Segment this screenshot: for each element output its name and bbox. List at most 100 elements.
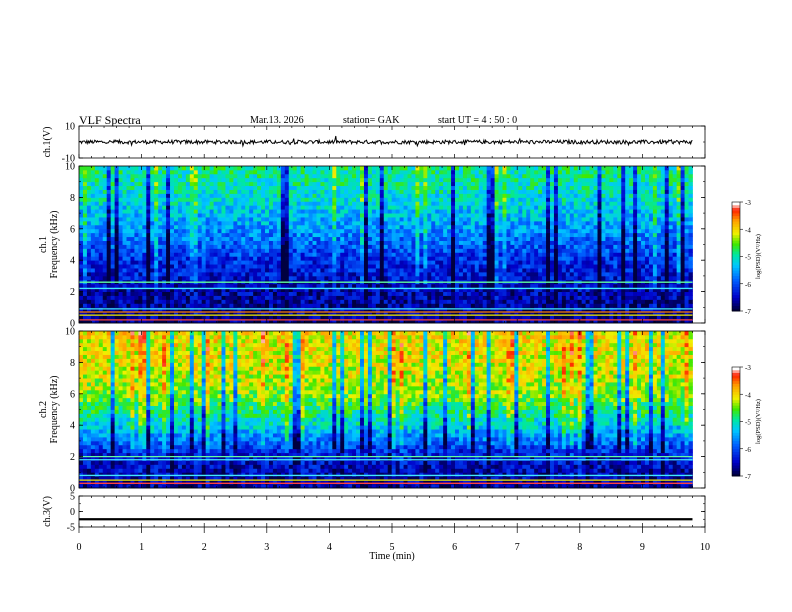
ch1-spectrogram-cell: [118, 209, 123, 214]
ch1-spectrogram-cell: [229, 268, 234, 273]
ch1-spectrogram-cell: [399, 240, 404, 245]
ch1-spectrogram-cell: [502, 209, 507, 214]
ch1-spectrogram-cell: [142, 315, 147, 320]
ch1-spectrogram-cell: [296, 315, 302, 320]
ch1-spectrogram-cell: [201, 252, 207, 257]
ch1-spectrogram-cell: [102, 283, 108, 289]
ch1-spectrogram-cell: [233, 315, 238, 320]
ch1-spectrogram-cell: [577, 205, 583, 210]
ch1-spectrogram-cell: [498, 275, 503, 281]
ch1-spectrogram-cell: [142, 303, 147, 308]
ch1-spectrogram-cell: [553, 295, 559, 300]
ch1-spectrogram-cell: [383, 201, 389, 206]
ch1-spectrogram-cell: [265, 264, 270, 269]
ch1-spectrogram-cell: [482, 283, 488, 289]
ch1-spectrogram-cell: [126, 244, 131, 249]
ch1-spectrogram-cell: [498, 220, 503, 226]
ch1-spectrogram-cell: [213, 287, 218, 293]
ch1-spectrogram-cell: [336, 311, 341, 316]
ch1-spectrogram-cell: [395, 287, 400, 293]
ch1-spectrogram-cell: [549, 260, 555, 265]
ch1-spectrogram-cell: [538, 303, 543, 308]
ch1-spectrogram-cell: [304, 217, 309, 222]
ch1-spectrogram-cell: [589, 264, 594, 269]
ch1-spectrogram-cell: [617, 248, 622, 253]
ch1-spectrogram-cell: [166, 319, 171, 324]
ch1-spectrogram-cell: [633, 268, 638, 273]
ch1-spectrogram-cell: [272, 291, 278, 296]
ch1-spectrogram-cell: [387, 205, 393, 210]
ch1-spectrogram-cell: [419, 271, 424, 277]
ch1-spectrogram-cell: [356, 299, 361, 304]
ch1-spectrogram-cell: [90, 319, 96, 324]
ch1-spectrogram-cell: [348, 197, 353, 202]
ch1-spectrogram-cell: [526, 260, 531, 265]
ch1-spectrogram-cell: [490, 220, 495, 226]
ch1-spectrogram-cell: [201, 228, 207, 234]
ch1-spectrogram-cell: [363, 213, 369, 218]
ch1-spectrogram-cell: [146, 236, 151, 241]
ch1-spectrogram-cell: [142, 244, 147, 249]
ch1-spectrogram-cell: [502, 205, 507, 210]
ch1-spectrogram-cell: [280, 264, 286, 269]
ch1-spectrogram-cell: [245, 299, 250, 304]
ch1-spectrogram-cell: [170, 275, 175, 281]
ch1-spectrogram-cell: [391, 228, 397, 234]
ch1-spectrogram-cell: [569, 287, 575, 293]
ch1-spectrogram-cell: [142, 205, 147, 210]
ch1-spectrogram-cell: [466, 236, 472, 241]
ch1-spectrogram-cell: [466, 311, 472, 316]
ch1-spectrogram-cell: [407, 283, 412, 289]
ch1-spectrogram-cell: [233, 197, 238, 202]
ch1-spectrogram-cell: [344, 209, 349, 214]
ch1-spectrogram-cell: [241, 271, 246, 277]
ch1-spectrogram-cell: [79, 220, 84, 226]
ch1-spectrogram-cell: [237, 268, 242, 273]
ch1-spectrogram-cell: [439, 248, 444, 253]
ch1-spectrogram-cell: [336, 283, 341, 289]
ch1-spectrogram-cell: [233, 236, 238, 241]
ch1-spectrogram-cell: [478, 248, 484, 253]
ch1-spectrogram-cell: [245, 197, 250, 202]
ch1-spectrogram-cell: [656, 256, 662, 261]
ch1-spectrogram-cell: [371, 260, 377, 265]
ch1-spectrogram-cell: [229, 260, 234, 265]
ch1-spectrogram-cell: [162, 252, 167, 257]
ch1-spectrogram-cell: [486, 220, 492, 226]
ch1-spectrogram-cell: [443, 275, 448, 281]
ch1-spectrogram-cell: [217, 271, 222, 277]
ch1-spectrogram-cell: [518, 303, 523, 308]
ch1-spectrogram-cell: [233, 224, 238, 230]
ch1-spectrogram-cell: [629, 224, 634, 230]
ch1-spectrogram-cell: [494, 252, 499, 257]
ch1-spectrogram-cell: [581, 201, 587, 206]
ch1-spectrogram-cell: [173, 252, 179, 257]
ch1-spectrogram-cell: [478, 283, 484, 289]
ch1-spectrogram-cell: [478, 319, 484, 324]
ch1-spectrogram-cell: [549, 291, 555, 296]
ch1-spectrogram-cell: [443, 232, 448, 238]
ch1-spectrogram-cell: [170, 299, 175, 304]
ch1-spectrogram-cell: [676, 319, 682, 324]
ch1-spectrogram-cell: [86, 264, 92, 269]
ch1-spectrogram-cell: [320, 299, 325, 304]
ch1-spectrogram-cell: [336, 271, 341, 277]
ch1-spectrogram-cell: [300, 271, 305, 277]
ch1-spectrogram-cell: [447, 295, 452, 300]
ch1-spectrogram-cell: [399, 260, 404, 265]
ch1-spectrogram-cell: [391, 244, 397, 249]
ch1-spectrogram-cell: [360, 248, 365, 253]
ch1-spectrogram-cell: [158, 224, 163, 230]
ch1-spectrogram-cell: [577, 260, 583, 265]
ch1-spectrogram-cell: [486, 295, 492, 300]
ch1-spectrogram-cell: [506, 264, 511, 269]
ch1-spectrogram-cell: [98, 287, 104, 293]
ch1-spectrogram-cell: [668, 268, 674, 273]
ch1-spectrogram-cell: [122, 303, 127, 308]
ch1-spectrogram-cell: [86, 295, 92, 300]
ch1-spectrogram-cell: [261, 248, 266, 253]
ch1-spectrogram-cell: [324, 224, 329, 230]
ch1-spectrogram-cell: [253, 205, 258, 210]
ch1-spectrogram-cell: [553, 303, 559, 308]
ch1-spectrogram-cell: [435, 295, 440, 300]
